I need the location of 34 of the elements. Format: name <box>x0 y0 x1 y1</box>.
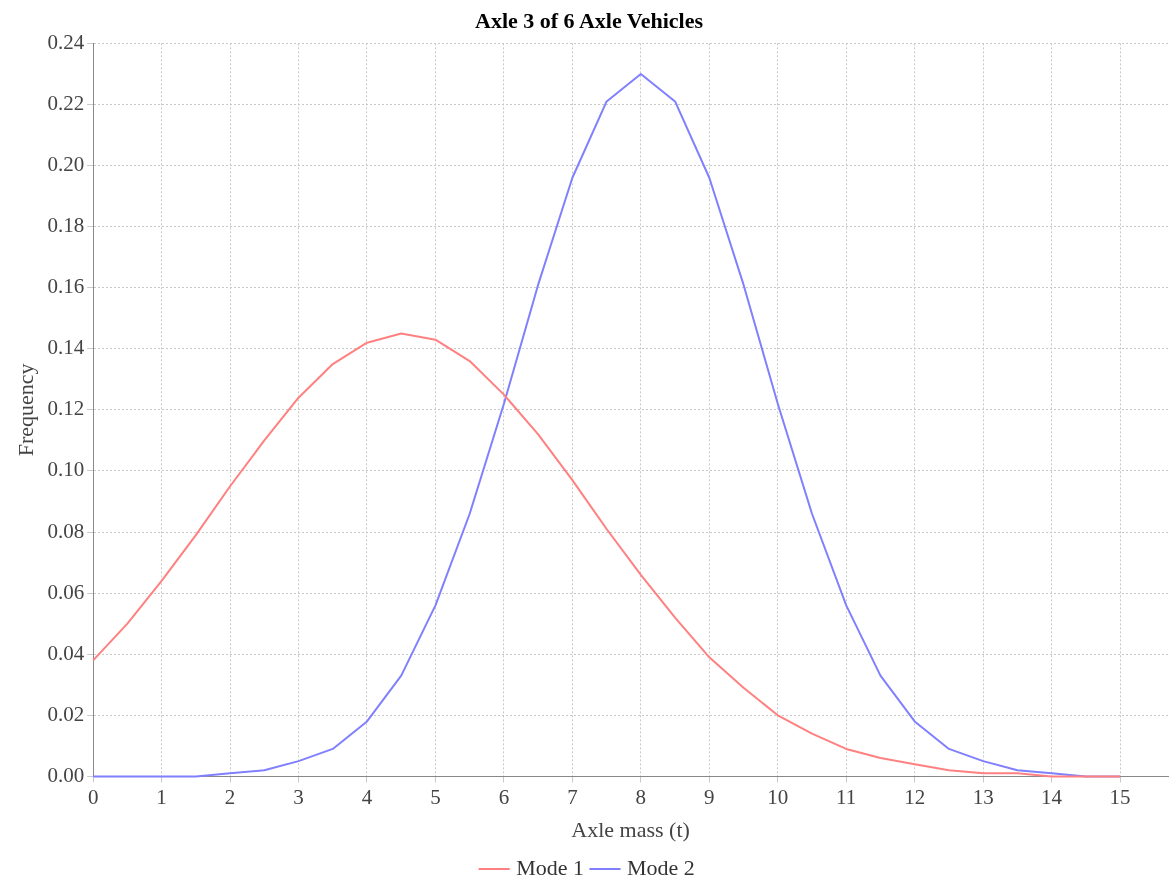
x-tick-label: 6 <box>498 784 510 809</box>
x-tick-label: 13 <box>972 784 994 809</box>
y-tick-label: 0.04 <box>47 640 85 665</box>
legend-label: Mode 2 <box>627 854 695 880</box>
x-tick-label: 5 <box>430 784 441 809</box>
y-tick-label: 0.16 <box>47 274 85 299</box>
x-axis-title: Axle mass (t) <box>571 816 690 842</box>
x-tick-label: 15 <box>1109 784 1131 809</box>
x-tick-label: 0 <box>87 784 99 809</box>
y-tick-label: 0.20 <box>47 152 85 177</box>
y-tick-label: 0.18 <box>47 213 85 238</box>
x-tick-label: 2 <box>224 784 236 809</box>
x-tick-label: 12 <box>904 784 926 809</box>
x-tick-label: 1 <box>156 784 167 809</box>
y-tick-label: 0.24 <box>47 29 85 54</box>
legend-label: Mode 1 <box>516 854 584 880</box>
y-tick-label: 0.02 <box>47 701 85 726</box>
y-tick-label: 0.10 <box>47 457 85 482</box>
x-tick-label: 7 <box>567 784 578 809</box>
y-tick-label: 0.12 <box>47 396 85 421</box>
y-tick-label: 0.06 <box>47 579 85 604</box>
x-tick-label: 8 <box>635 784 647 809</box>
x-tick-label: 10 <box>767 784 789 809</box>
x-tick-label: 9 <box>704 784 715 809</box>
chart-title: Axle 3 of 6 Axle Vehicles <box>475 7 704 33</box>
x-tick-label: 3 <box>293 784 304 809</box>
x-tick-label: 4 <box>361 784 373 809</box>
y-tick-label: 0.22 <box>47 91 85 115</box>
y-tick-label: 0.08 <box>47 518 85 543</box>
y-axis-title: Frequency <box>12 363 38 457</box>
y-tick-label: 0.14 <box>47 335 85 360</box>
x-tick-label: 14 <box>1041 784 1063 809</box>
x-tick-label: 11 <box>836 784 857 809</box>
y-tick-label: 0.00 <box>47 762 85 787</box>
